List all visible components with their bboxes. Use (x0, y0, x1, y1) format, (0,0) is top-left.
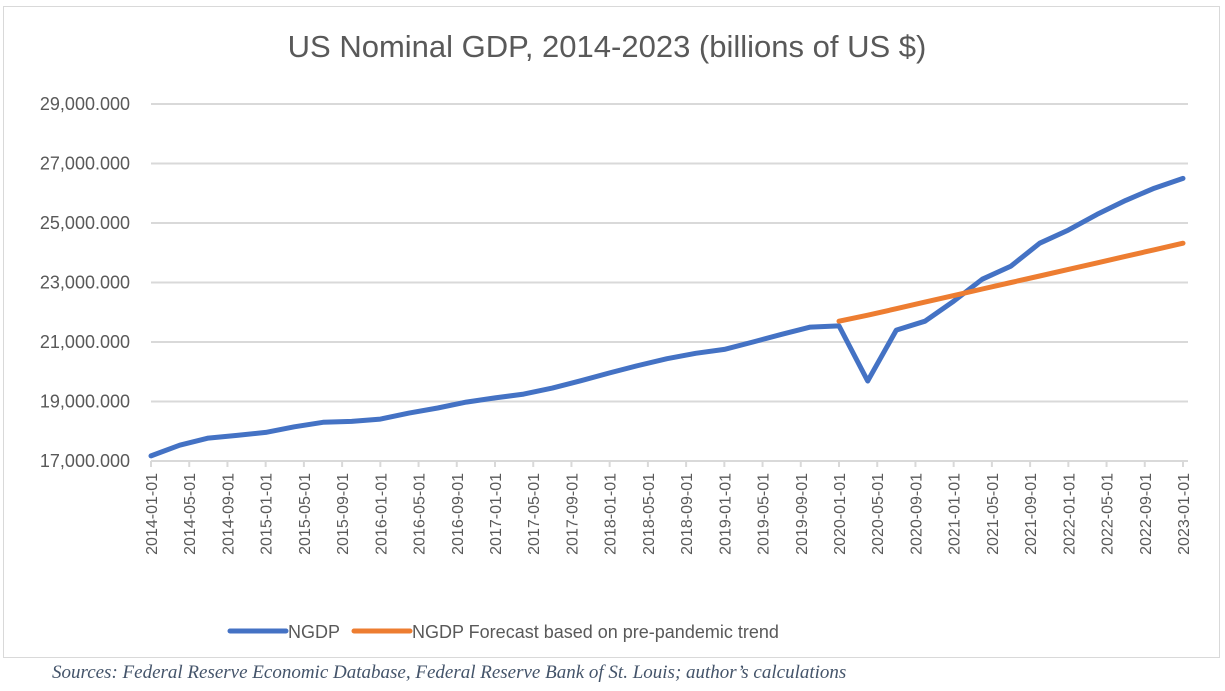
y-tick-label: 17,000.000 (40, 451, 130, 471)
x-tick-label: 2016-05-01 (412, 473, 429, 555)
x-tick-label: 2014-05-01 (182, 473, 199, 555)
x-tick-label: 2022-05-01 (1100, 473, 1117, 555)
x-tick-label: 2017-01-01 (488, 473, 505, 555)
x-tick-label: 2019-01-01 (717, 473, 734, 555)
chart-area: US Nominal GDP, 2014-2023 (billions of U… (3, 6, 1220, 658)
chart-title: US Nominal GDP, 2014-2023 (billions of U… (288, 29, 927, 64)
x-tick-label: 2019-05-01 (756, 473, 773, 555)
legend-label-ngdp: NGDP (288, 622, 340, 642)
x-tick-label: 2021-09-01 (1023, 473, 1040, 555)
x-tick-label: 2021-05-01 (985, 473, 1002, 555)
x-tick-label: 2016-09-01 (450, 473, 467, 555)
x-tick-label: 2020-05-01 (870, 473, 887, 555)
x-tick-label: 2018-05-01 (641, 473, 658, 555)
x-tick-label: 2019-09-01 (794, 473, 811, 555)
x-tick-label: 2015-01-01 (259, 473, 276, 555)
ngdp-series-line (148, 175, 1186, 459)
x-axis: 2014-01-01 2014-05-01 2014-09-01 2015-01-01… (144, 460, 1193, 555)
y-tick-label: 19,000.000 (40, 392, 130, 412)
y-tick-label: 27,000.000 (40, 154, 130, 174)
y-tick-label: 29,000.000 (40, 94, 130, 114)
x-tick-label: 2023-01-01 (1176, 473, 1193, 555)
y-axis-labels: 17,000.000 19,000.000 21,000.000 23,000.000… (40, 94, 130, 471)
x-tick-label: 2020-01-01 (832, 473, 849, 555)
x-tick-label: 2017-09-01 (564, 473, 581, 555)
legend-label-forecast: NGDP Forecast based on pre-pandemic tren… (412, 622, 779, 642)
x-tick-label: 2014-09-01 (220, 473, 237, 555)
y-tick-label: 25,000.000 (40, 213, 130, 233)
series-lines (148, 175, 1186, 459)
source-note: Sources: Federal Reserve Economic Databa… (52, 662, 847, 683)
x-tick-label: 2022-01-01 (1061, 473, 1078, 555)
legend: NGDP NGDP Forecast based on pre-pandemic … (227, 622, 779, 642)
x-tick-label: 2021-01-01 (947, 473, 964, 555)
x-tick-label: 2015-09-01 (335, 473, 352, 555)
y-tick-label: 21,000.000 (40, 332, 130, 352)
x-tick-label: 2018-01-01 (603, 473, 620, 555)
forecast-series-line (836, 240, 1186, 324)
x-tick-label: 2016-01-01 (373, 473, 390, 555)
y-tick-label: 23,000.000 (40, 273, 130, 293)
x-tick-label: 2017-05-01 (526, 473, 543, 555)
x-tick-label: 2014-01-01 (144, 473, 161, 555)
line-chart: US Nominal GDP, 2014-2023 (billions of U… (40, 29, 1193, 642)
x-tick-label: 2020-09-01 (908, 473, 925, 555)
x-tick-label: 2022-09-01 (1138, 473, 1155, 555)
gridlines (151, 103, 1188, 403)
x-tick-label: 2015-05-01 (297, 473, 314, 555)
x-tick-label: 2018-09-01 (679, 473, 696, 555)
